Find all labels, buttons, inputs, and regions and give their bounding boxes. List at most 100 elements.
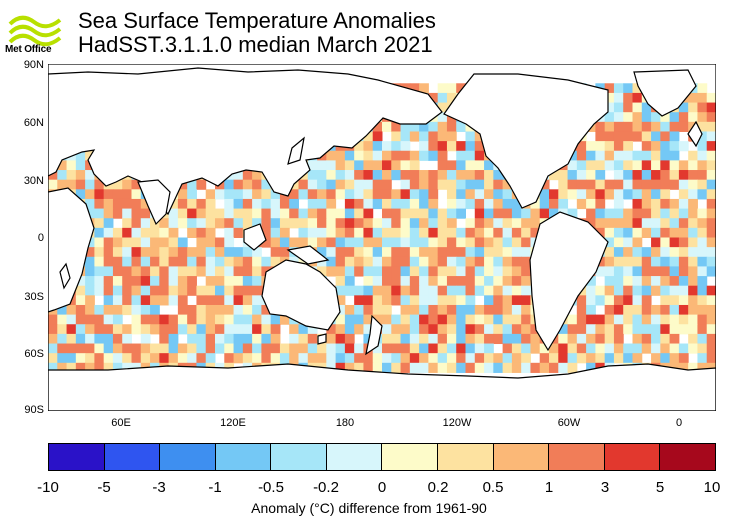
anomaly-cell	[196, 295, 207, 306]
anomaly-cell	[94, 324, 105, 335]
anomaly-cell	[94, 198, 105, 210]
anomaly-cell	[567, 189, 578, 200]
anomaly-cell	[697, 150, 708, 161]
anomaly-cell	[651, 131, 661, 142]
anomaly-cell	[446, 333, 457, 345]
anomaly-cell	[437, 112, 448, 123]
anomaly-cell	[344, 198, 355, 210]
anomaly-cell	[493, 218, 504, 229]
anomaly-cell	[493, 295, 504, 306]
anomaly-cell	[391, 353, 402, 364]
anomaly-cell	[307, 237, 318, 248]
anomaly-cell	[697, 92, 708, 104]
anomaly-cell	[131, 324, 142, 335]
anomaly-cell	[697, 353, 708, 364]
anomaly-cell	[688, 160, 698, 171]
anomaly-cell	[493, 314, 504, 325]
anomaly-cell	[428, 170, 439, 181]
anomaly-cell	[187, 285, 197, 296]
anomaly-cell	[363, 131, 374, 142]
anomaly-cell	[382, 141, 392, 152]
anomaly-cell	[242, 285, 253, 296]
anomaly-cell	[669, 218, 680, 229]
anomaly-cell	[706, 92, 716, 104]
anomaly-cell	[484, 266, 494, 277]
anomaly-cell	[456, 266, 466, 277]
anomaly-cell	[205, 189, 216, 200]
anomaly-cell	[428, 247, 439, 258]
anomaly-cell	[437, 218, 448, 229]
land-madagascar	[59, 262, 71, 290]
anomaly-cell	[391, 333, 402, 345]
lat-label: 60N	[23, 117, 44, 129]
anomaly-cell	[66, 362, 77, 373]
colorbar-tick-label: -3	[152, 479, 166, 496]
anomaly-cell	[391, 324, 402, 335]
anomaly-cell	[57, 179, 68, 190]
anomaly-cell	[651, 160, 661, 171]
anomaly-cell	[261, 208, 272, 219]
anomaly-cell	[409, 333, 420, 345]
anomaly-cell	[613, 208, 624, 219]
anomaly-cell	[279, 208, 290, 219]
anomaly-map	[48, 64, 716, 411]
anomaly-cell	[103, 324, 114, 335]
anomaly-cell	[409, 131, 420, 142]
anomaly-cell	[150, 304, 160, 316]
anomaly-cell	[48, 170, 58, 181]
anomaly-cell	[437, 314, 448, 325]
anomaly-cell	[632, 189, 643, 200]
anomaly-cell	[131, 256, 142, 267]
anomaly-cell	[651, 121, 661, 132]
anomaly-cell	[613, 92, 624, 104]
anomaly-cell	[335, 295, 346, 306]
anomaly-cell	[623, 189, 633, 200]
anomaly-cell	[586, 304, 596, 316]
anomaly-cell	[428, 266, 439, 277]
anomaly-cell	[465, 227, 476, 238]
anomaly-cell	[428, 198, 439, 210]
anomaly-cell	[354, 227, 364, 238]
anomaly-cell	[446, 266, 457, 277]
anomaly-cell	[159, 324, 170, 335]
anomaly-cell	[66, 353, 77, 364]
anomaly-cell	[242, 218, 253, 229]
anomaly-cell	[484, 227, 494, 238]
anomaly-cell	[678, 295, 689, 306]
anomaly-cell	[140, 198, 151, 210]
anomaly-cell	[177, 314, 188, 325]
anomaly-cell	[75, 362, 86, 373]
anomaly-cell	[400, 324, 411, 335]
anomaly-cell	[75, 179, 86, 190]
anomaly-cell	[112, 208, 123, 219]
anomaly-cell	[372, 285, 383, 296]
anomaly-cell	[85, 170, 95, 181]
anomaly-cell	[298, 189, 309, 200]
anomaly-cell	[484, 333, 494, 345]
anomaly-cell	[344, 218, 355, 229]
anomaly-cell	[474, 131, 485, 142]
anomaly-cell	[270, 324, 281, 335]
anomaly-cell	[252, 295, 262, 306]
anomaly-cell	[446, 218, 457, 229]
anomaly-cell	[224, 266, 235, 277]
anomaly-cell	[604, 256, 615, 267]
anomaly-cell	[502, 218, 513, 229]
anomaly-cell	[391, 227, 402, 238]
anomaly-cell	[651, 150, 661, 161]
anomaly-cell	[595, 227, 606, 238]
anomaly-cell	[465, 276, 476, 287]
anomaly-cell	[669, 150, 680, 161]
anomaly-cell	[233, 247, 244, 258]
anomaly-cell	[122, 285, 132, 296]
anomaly-cell	[242, 189, 253, 200]
anomaly-cell	[576, 343, 587, 354]
anomaly-cell	[613, 304, 624, 316]
land-australia	[261, 259, 341, 331]
anomaly-cell	[400, 198, 411, 210]
anomaly-cell	[103, 208, 114, 219]
anomaly-cell	[215, 333, 225, 345]
anomaly-cell	[493, 198, 504, 210]
anomaly-cell	[233, 227, 244, 238]
anomaly-cell	[688, 218, 698, 229]
